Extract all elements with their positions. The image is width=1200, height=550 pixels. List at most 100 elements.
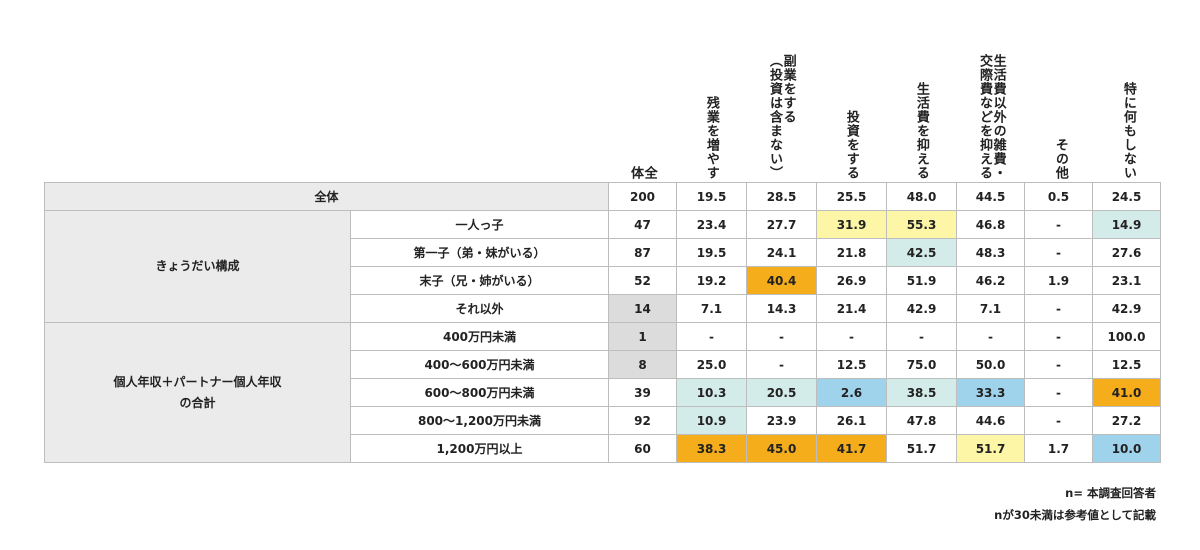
value-cell: - bbox=[1024, 322, 1093, 351]
value-cell: 75.0 bbox=[886, 350, 957, 379]
value-cell: - bbox=[746, 322, 817, 351]
value-cell: 31.9 bbox=[816, 210, 887, 239]
value-cell: 21.4 bbox=[816, 294, 887, 323]
value-cell: 44.6 bbox=[956, 406, 1025, 435]
column-header-label: その他 bbox=[1052, 138, 1068, 180]
value-cell: 40.4 bbox=[746, 266, 817, 295]
value-cell: 1.9 bbox=[1024, 266, 1093, 295]
value-cell: - bbox=[1024, 378, 1093, 407]
value-cell: 24.1 bbox=[746, 238, 817, 267]
value-cell: 42.9 bbox=[886, 294, 957, 323]
value-cell: 47.8 bbox=[886, 406, 957, 435]
value-cell: 14.3 bbox=[746, 294, 817, 323]
row-label: それ以外 bbox=[350, 294, 609, 323]
value-cell: 12.5 bbox=[1092, 350, 1161, 379]
value-cell: 100.0 bbox=[1092, 322, 1161, 351]
sample-size-cell: 8 bbox=[608, 350, 677, 379]
row-label: 800〜1,200万円未満 bbox=[350, 406, 609, 435]
table-row: 末子（兄・姉がいる） 52 19.2 40.4 26.9 51.9 46.2 1.9 23.1 bbox=[45, 266, 1161, 295]
table-row: 400〜600万円未満 8 25.0-12.5 75.0 50.0-12.5 bbox=[45, 350, 1161, 379]
column-header-label: 全 体 bbox=[628, 166, 657, 180]
value-cell: - bbox=[746, 350, 817, 379]
value-cell: 38.5 bbox=[886, 378, 957, 407]
column-header-label: 副業をする （投資は含まない） bbox=[767, 54, 796, 180]
value-cell: 27.6 bbox=[1092, 238, 1161, 267]
value-cell: 25.0 bbox=[676, 350, 747, 379]
value-cell: 33.3 bbox=[956, 378, 1025, 407]
table-row-total: 全体 200 19.5 28.5 25.5 48.0 44.5 0.5 24.5 bbox=[44, 182, 1161, 211]
value-cell: 1.7 bbox=[1024, 434, 1093, 463]
value-cell: 12.5 bbox=[816, 350, 887, 379]
value-cell: 50.0 bbox=[956, 350, 1025, 379]
value-cell: - bbox=[1024, 238, 1093, 267]
column-header-label: 特に何もしない bbox=[1120, 82, 1136, 180]
value-cell: - bbox=[1024, 350, 1093, 379]
value-cell: 38.3 bbox=[676, 434, 747, 463]
sample-size-cell: 1 bbox=[608, 322, 677, 351]
row-label: 400〜600万円未満 bbox=[350, 350, 609, 379]
value-cell: - bbox=[956, 322, 1025, 351]
value-cell: 7.1 bbox=[676, 294, 747, 323]
value-cell: 27.7 bbox=[746, 210, 817, 239]
row-label: 一人っ子 bbox=[350, 210, 609, 239]
value-cell: - bbox=[816, 322, 887, 351]
value-cell: 45.0 bbox=[746, 434, 817, 463]
row-label-total: 全体 bbox=[44, 182, 609, 211]
value-cell: 19.5 bbox=[676, 238, 747, 267]
value-cell: 21.8 bbox=[816, 238, 887, 267]
row-label: 400万円未満 bbox=[350, 322, 609, 351]
value-cell: 10.9 bbox=[676, 406, 747, 435]
row-label: 第一子（弟・妹がいる） bbox=[350, 238, 609, 267]
value-cell: 41.0 bbox=[1092, 378, 1161, 407]
value-cell: 28.5 bbox=[746, 182, 817, 211]
table-row: きょうだい構成 一人っ子 47 23.4 27.7 31.9 55.3 46.8-14.9 bbox=[44, 210, 1161, 323]
value-cell: 48.0 bbox=[886, 182, 957, 211]
header-cut-living-costs: 生活費を抑える bbox=[886, 20, 956, 180]
value-cell: 19.2 bbox=[676, 266, 747, 295]
value-cell: 14.9 bbox=[1092, 210, 1161, 239]
value-cell: 10.0 bbox=[1092, 434, 1161, 463]
value-cell: - bbox=[1024, 210, 1093, 239]
sample-size-cell: 47 bbox=[608, 210, 677, 239]
value-cell: 42.9 bbox=[1092, 294, 1161, 323]
value-cell: 23.1 bbox=[1092, 266, 1161, 295]
value-cell: - bbox=[886, 322, 957, 351]
sample-size-cell: 14 bbox=[608, 294, 677, 323]
table-row: 800〜1,200万円未満 92 10.9 23.9 26.1 47.8 44.6-27.2 bbox=[45, 406, 1161, 435]
note-n-definition: n= 本調査回答者 bbox=[1065, 486, 1156, 500]
column-header-label: 投資をする bbox=[843, 110, 859, 180]
table-row: 個人年収＋パートナー個人年収 の合計 400万円未満 1- - - - - -100.0 bbox=[44, 322, 1161, 463]
table-row: 600〜800万円未満 39 10.3 20.5 2.6 38.5 33.3-41.0 bbox=[45, 378, 1161, 407]
sample-size-cell: 60 bbox=[608, 434, 677, 463]
value-cell: 51.7 bbox=[956, 434, 1025, 463]
value-cell: 10.3 bbox=[676, 378, 747, 407]
value-cell: 19.5 bbox=[676, 182, 747, 211]
sample-size-cell: 52 bbox=[608, 266, 677, 295]
value-cell: 24.5 bbox=[1092, 182, 1161, 211]
value-cell: 26.9 bbox=[816, 266, 887, 295]
value-cell: 42.5 bbox=[886, 238, 957, 267]
header-nothing: 特に何もしない bbox=[1094, 20, 1162, 180]
value-cell: 26.1 bbox=[816, 406, 887, 435]
value-cell: 51.9 bbox=[886, 266, 957, 295]
column-header-label: 生活費以外の雑費・ 交際費などを抑える bbox=[977, 54, 1006, 180]
table-row: 1,200万円以上 60 38.3 45.0 41.7 51.7 51.7 1.7 10.0 bbox=[45, 434, 1161, 463]
group-label: きょうだい構成 bbox=[44, 210, 351, 323]
value-cell: 41.7 bbox=[816, 434, 887, 463]
value-cell: 0.5 bbox=[1024, 182, 1093, 211]
group-label: 個人年収＋パートナー個人年収 の合計 bbox=[44, 322, 351, 463]
row-label: 600〜800万円未満 bbox=[350, 378, 609, 407]
header-overtime: 残業を増やす bbox=[676, 20, 746, 180]
sample-size-cell: 39 bbox=[608, 378, 677, 407]
data-table: 全体 200 19.5 28.5 25.5 48.0 44.5 0.5 24.5 きょうだい構成一… bbox=[44, 182, 1161, 463]
value-cell: 44.5 bbox=[956, 182, 1025, 211]
value-cell: 46.8 bbox=[956, 210, 1025, 239]
value-cell: 48.3 bbox=[956, 238, 1025, 267]
value-cell: - bbox=[1024, 406, 1093, 435]
value-cell: 7.1 bbox=[956, 294, 1025, 323]
value-cell: - bbox=[1024, 294, 1093, 323]
row-label: 末子（兄・姉がいる） bbox=[350, 266, 609, 295]
value-cell: 27.2 bbox=[1092, 406, 1161, 435]
column-header-label: 生活費を抑える bbox=[913, 82, 929, 180]
sample-size-cell: 200 bbox=[608, 182, 677, 211]
